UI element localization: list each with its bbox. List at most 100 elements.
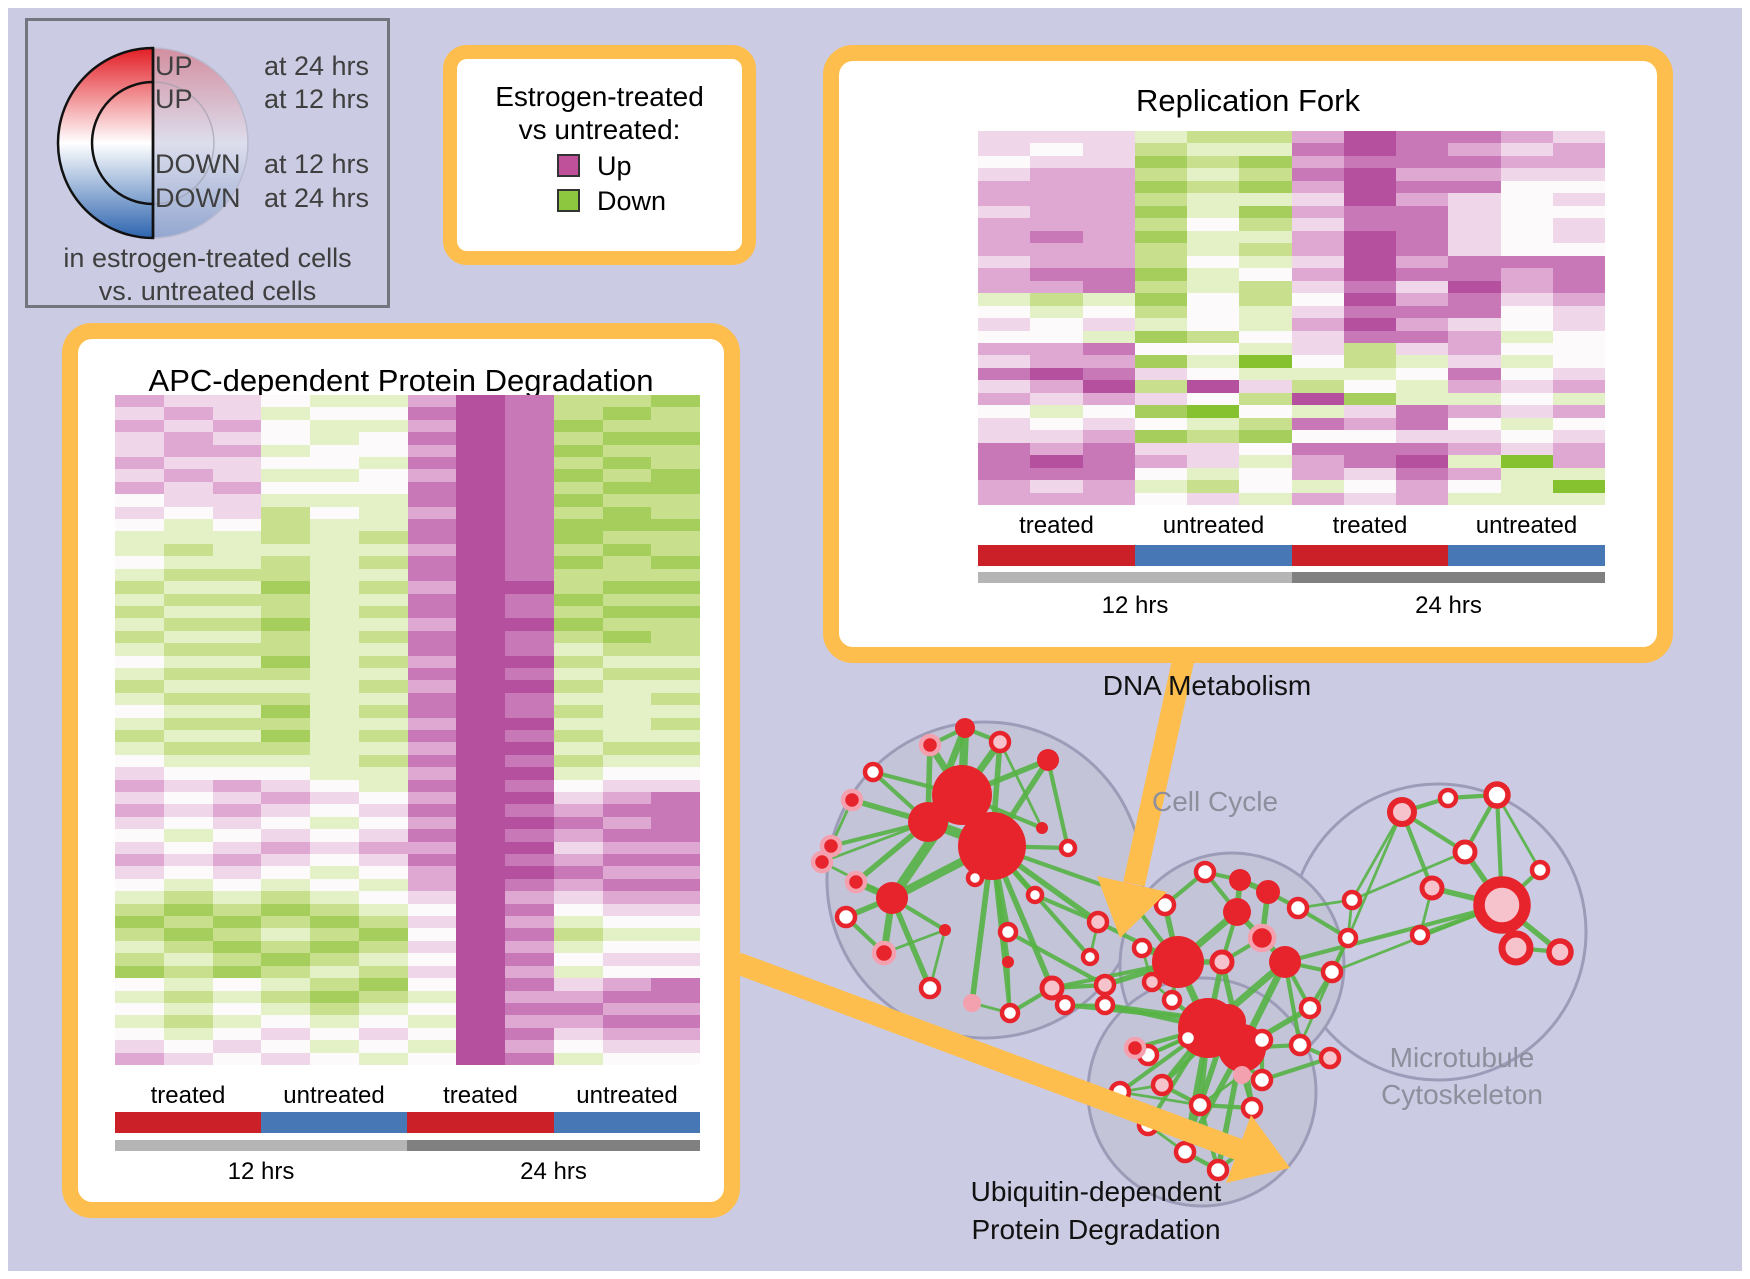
- network-node-ring-white: [1240, 1096, 1264, 1120]
- heatmap-cell: [1082, 243, 1135, 256]
- heatmap-cell: [261, 593, 310, 606]
- network-edge: [1350, 810, 1404, 902]
- network-node-solid: [932, 765, 992, 825]
- heatmap-cell: [115, 891, 164, 904]
- heatmap-cell: [1082, 155, 1135, 169]
- heatmap-cell: [212, 940, 262, 954]
- heatmap-cell: [1552, 367, 1605, 381]
- heatmap-cell: [1187, 293, 1240, 306]
- heatmap-cell: [602, 866, 652, 879]
- heatmap-cell: [261, 866, 310, 879]
- heatmap-row: [115, 395, 700, 408]
- heatmap-cell: [407, 531, 457, 544]
- network-node-ring-white: [1341, 889, 1363, 911]
- heatmap-cell: [1082, 417, 1135, 431]
- network-node-solid: [1223, 898, 1251, 926]
- heatmap-cell: [407, 469, 457, 482]
- heatmap-cell: [407, 1040, 457, 1053]
- heatmap-cell: [1030, 405, 1083, 418]
- heatmap-cell: [212, 916, 262, 929]
- heatmap-cell: [1448, 193, 1501, 206]
- heatmap-cell: [978, 131, 1031, 144]
- heatmap-cell: [261, 605, 310, 619]
- heatmap-cell: [1448, 392, 1501, 406]
- heatmap-cell: [261, 717, 310, 730]
- heatmap-cell: [310, 891, 359, 904]
- heatmap-cell: [310, 543, 359, 557]
- heatmap-cell: [553, 432, 603, 445]
- network-node-ring-white: [1161, 989, 1183, 1011]
- heatmap-cell: [1134, 392, 1187, 406]
- heatmap-cell: [553, 891, 603, 904]
- heatmap-cell: [115, 978, 164, 991]
- heatmap-cell: [407, 841, 457, 855]
- heatmap-cell: [358, 1015, 408, 1028]
- heatmap-cell: [456, 816, 505, 830]
- heatmap-cell: [1187, 417, 1240, 431]
- heatmap-cell: [602, 692, 652, 706]
- heatmap-cell: [602, 481, 652, 495]
- heatmap-cell: [163, 481, 213, 495]
- network-node-ring-pink: [988, 730, 1012, 754]
- heatmap-cell: [651, 568, 700, 582]
- heatmap-cell: [212, 816, 262, 830]
- network-edge: [1032, 892, 1101, 925]
- heatmap-cell: [602, 953, 652, 966]
- heatmap-row: [115, 667, 700, 681]
- network-node-ring-white: [862, 761, 884, 783]
- heatmap-cell: [505, 680, 554, 693]
- heatmap-cell: [1134, 355, 1187, 368]
- heatmap-cell: [1448, 280, 1501, 294]
- heatmap-cell: [407, 1015, 457, 1028]
- heatmap-cell: [1082, 230, 1135, 244]
- heatmap-cell: [553, 481, 603, 495]
- heatmap-cell: [212, 965, 262, 979]
- heatmap-cell: [1396, 193, 1449, 206]
- replication-fork-heatmap: [978, 131, 1605, 506]
- heatmap-cell: [978, 355, 1031, 368]
- heatmap-cell: [1291, 392, 1344, 406]
- heatmap-cell: [407, 729, 457, 743]
- heatmap-row: [115, 829, 700, 842]
- heatmap-cell: [1343, 243, 1396, 256]
- heatmap-row: [978, 131, 1605, 144]
- circle-right-inner-arc: [152, 81, 215, 205]
- heatmap-cell: [456, 953, 505, 966]
- heatmap-cell: [978, 405, 1031, 418]
- heatmap-cell: [1134, 230, 1187, 244]
- heatmap-cell: [310, 1002, 359, 1016]
- heatmap-cell: [1082, 131, 1135, 144]
- heatmap-cell: [310, 655, 359, 668]
- heatmap-cell: [1448, 442, 1501, 456]
- heatmap-cell: [407, 1027, 457, 1041]
- heatmap-cell: [407, 705, 457, 718]
- heatmap-cell: [163, 891, 213, 904]
- heatmap-cell: [1187, 218, 1240, 231]
- heatmap-cell: [602, 519, 652, 532]
- heatmap-cell: [505, 816, 554, 830]
- network-node-ring-white: [834, 905, 858, 929]
- heatmap-cell: [1552, 230, 1605, 244]
- heatmap-cell: [505, 878, 554, 892]
- heatmap-cell: [553, 916, 603, 929]
- heatmap-row: [115, 444, 700, 458]
- heatmap-cell: [115, 965, 164, 979]
- heatmap-cell: [1030, 318, 1083, 331]
- heatmap-cell: [602, 729, 652, 743]
- heatmap-cell: [651, 878, 700, 892]
- heatmap-cell: [358, 903, 408, 917]
- heatmap-cell: [163, 779, 213, 792]
- heatmap-cell: [456, 717, 505, 730]
- heatmap-cell: [456, 729, 505, 743]
- heatmap-cell: [651, 457, 700, 470]
- up-color-swatch: [557, 154, 580, 177]
- heatmap-cell: [115, 407, 164, 420]
- heatmap-cell: [1239, 492, 1292, 506]
- heatmap-row: [978, 155, 1605, 169]
- heatmap-cell: [1082, 293, 1135, 306]
- heatmap-cell: [456, 457, 505, 470]
- heatmap-cell: [261, 854, 310, 867]
- heatmap-cell: [505, 481, 554, 495]
- heatmap-row: [115, 742, 700, 755]
- heatmap-cell: [1552, 268, 1605, 281]
